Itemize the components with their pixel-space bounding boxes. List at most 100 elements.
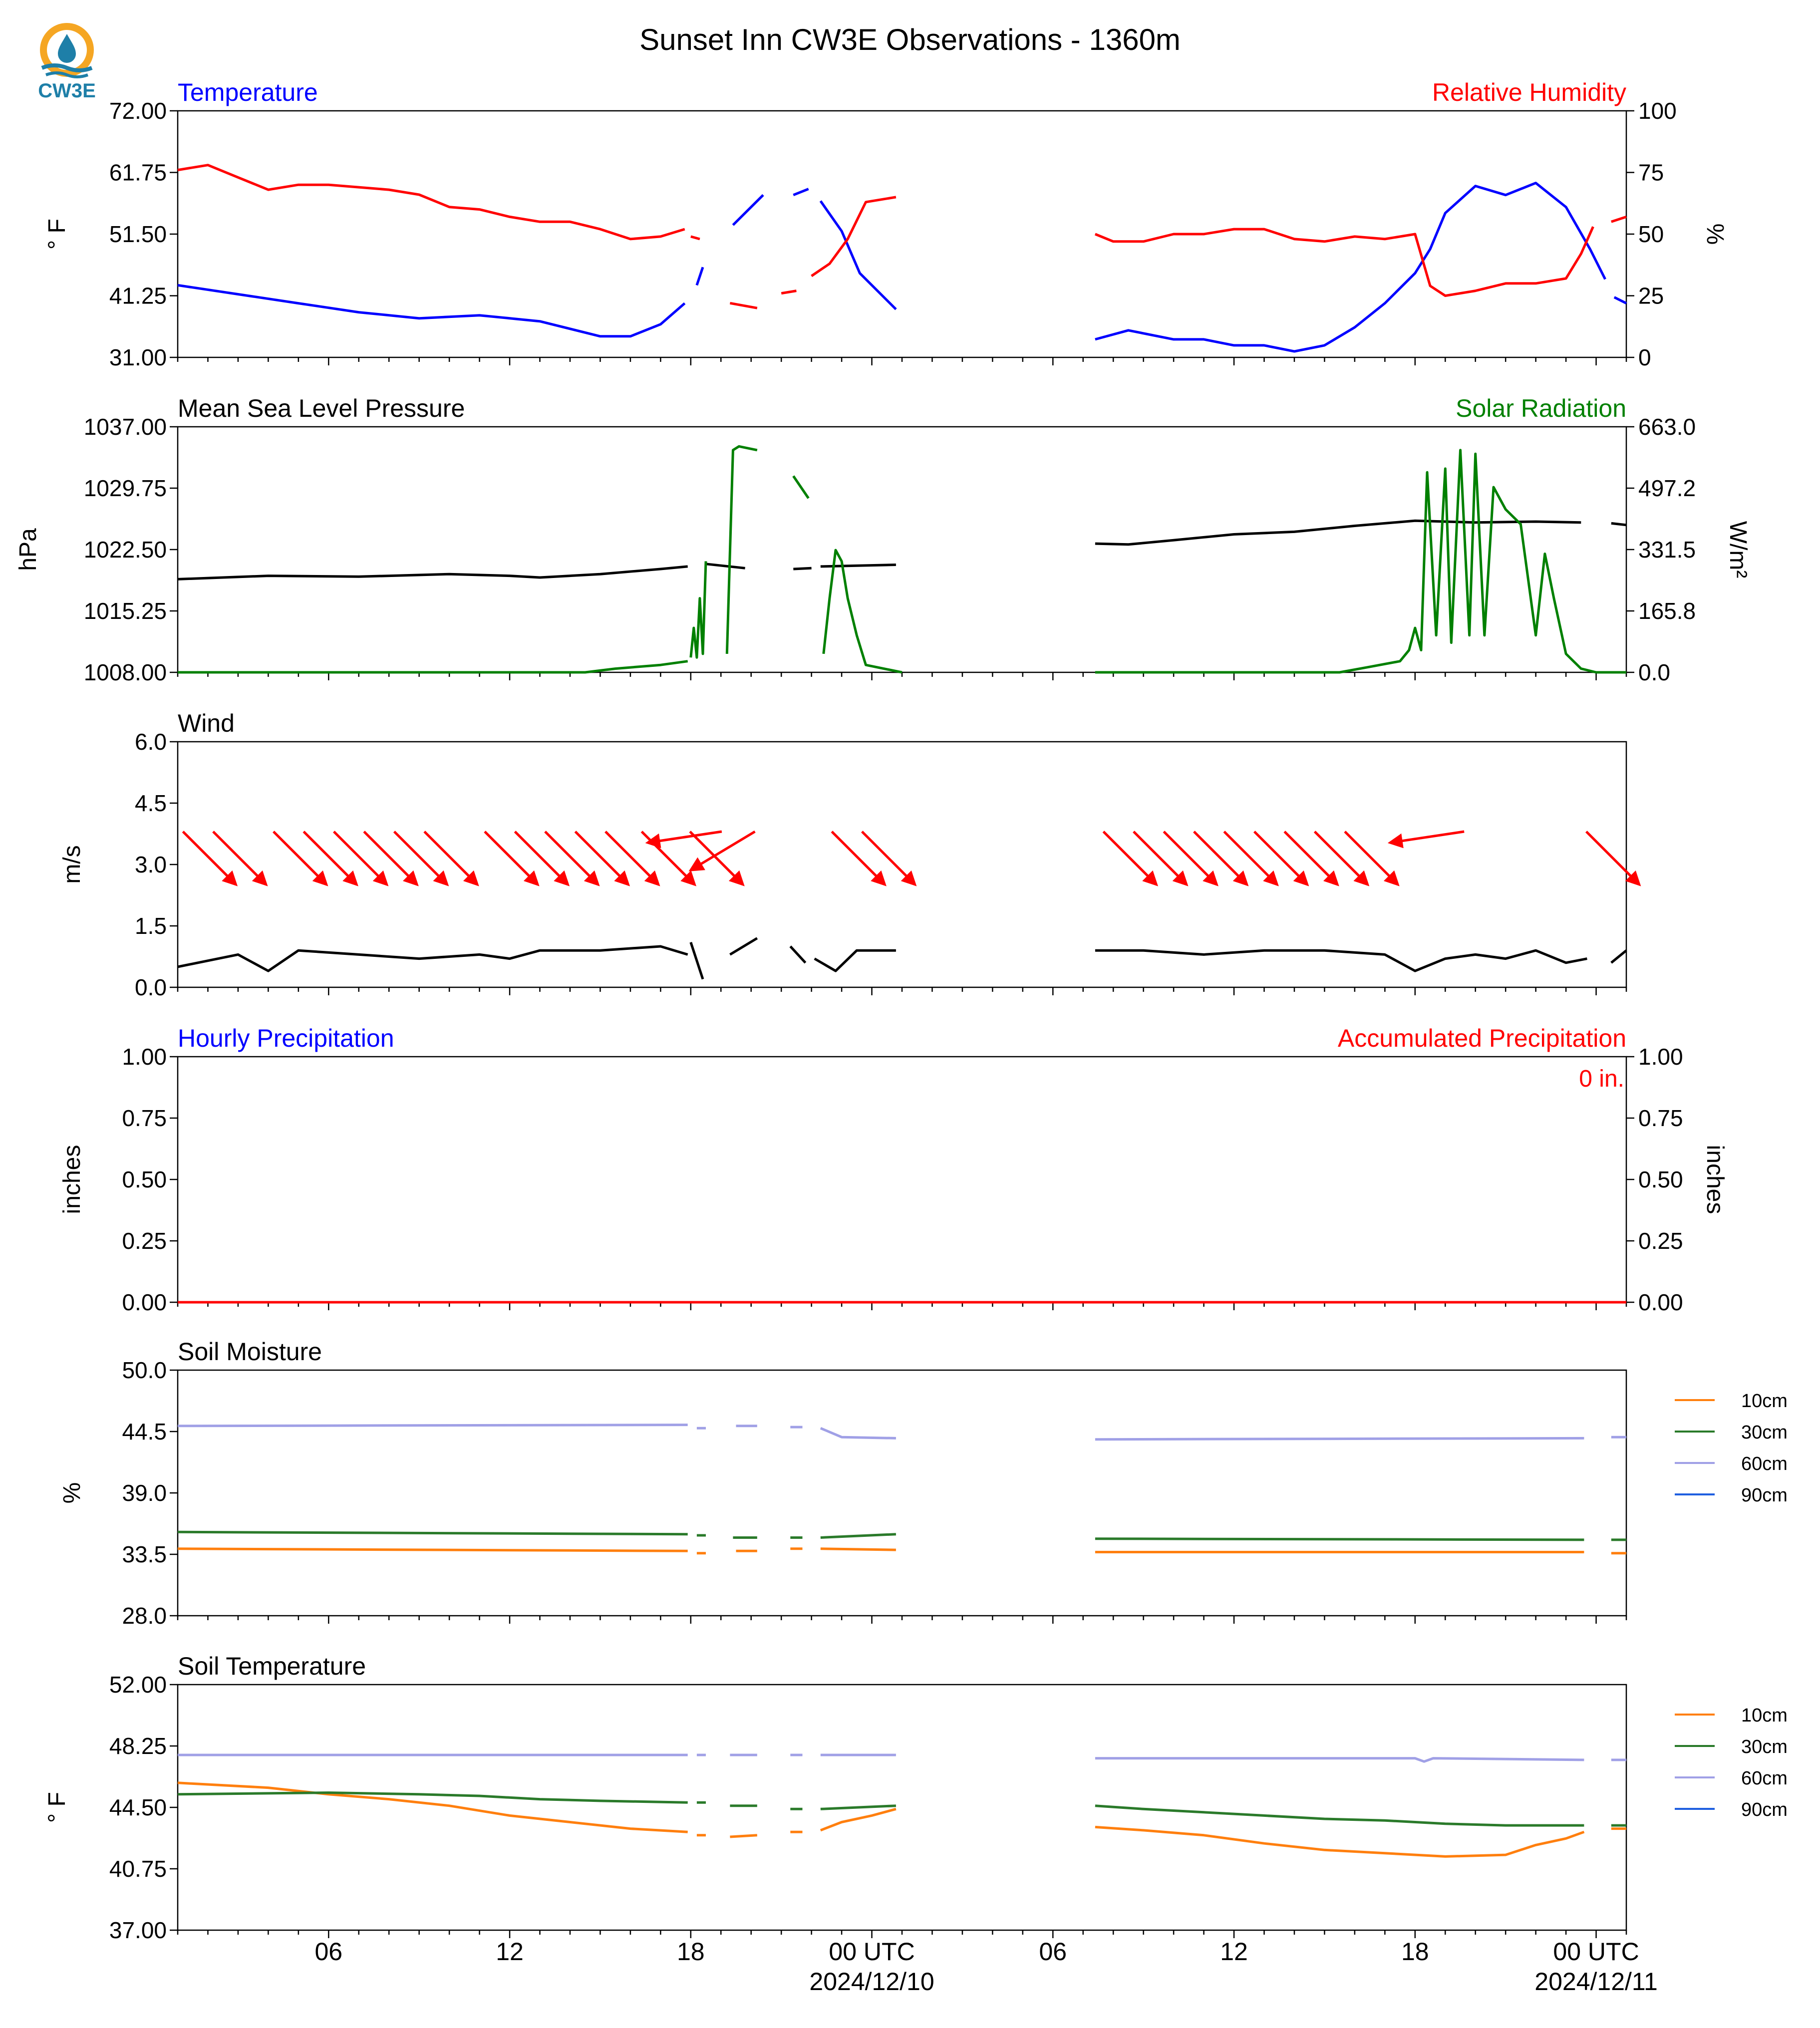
temp-line-segment xyxy=(695,267,704,286)
soilm-series-30cm xyxy=(177,1530,1626,1541)
wind-arrow xyxy=(273,831,328,886)
pressure-line-segment xyxy=(822,549,903,674)
cw3e-logo-mark xyxy=(40,23,94,78)
pressure-line-segment xyxy=(1611,522,1627,527)
wind-y-tick-label: 1.5 xyxy=(135,913,167,939)
soilm-line-segment xyxy=(177,1530,688,1536)
pressure-series-solar-radiation xyxy=(178,445,1626,674)
temp-right-title: Relative Humidity xyxy=(1432,78,1626,106)
wind-line-segment xyxy=(789,945,807,964)
soilm-legend-label: 60cm xyxy=(1741,1453,1788,1474)
temp-y-label: ° F xyxy=(44,219,70,250)
pressure-y-right-tick-label: 497.2 xyxy=(1638,475,1696,501)
temp-line-segment xyxy=(1094,226,1594,297)
wind-line-segment xyxy=(689,942,704,980)
temp-y-tick-label: 31.00 xyxy=(109,344,167,370)
precip-y-right-tick-label: 1.00 xyxy=(1638,1044,1683,1070)
x-tick-date-label: 2024/12/10 xyxy=(809,1968,934,1996)
soilt-line-segment xyxy=(730,1834,757,1838)
soilm-y-tick-label: 28.0 xyxy=(122,1603,167,1629)
soilm-y-tick-label: 50.0 xyxy=(122,1357,167,1383)
wind-arrow xyxy=(688,830,756,871)
pressure-y-right-label: W/m² xyxy=(1725,521,1751,579)
pressure-y-right-tick-label: 331.5 xyxy=(1638,537,1696,563)
x-tick-label: 00 UTC xyxy=(829,1938,914,1966)
temp-line-segment xyxy=(811,196,897,278)
soilm-legend-label: 30cm xyxy=(1741,1422,1788,1443)
precip-y-right-tick-label: 0.25 xyxy=(1638,1228,1683,1254)
soilm-series-10cm xyxy=(177,1547,1626,1555)
soilm-y-label: % xyxy=(59,1482,85,1504)
wind-arrow xyxy=(1253,831,1309,886)
pressure-y-right-tick-label: 165.8 xyxy=(1638,598,1696,624)
soilm-y-tick-label: 33.5 xyxy=(122,1541,167,1567)
figure-title: Sunset Inn CW3E Observations - 1360m xyxy=(639,23,1181,56)
wind-left-title: Wind xyxy=(178,709,235,737)
temp-series-temperature xyxy=(177,182,1627,353)
soilt-line-segment xyxy=(1095,1757,1584,1763)
x-tick-label: 06 xyxy=(1039,1938,1067,1966)
soilt-panel xyxy=(170,1684,1715,1938)
temp-line-segment xyxy=(690,235,700,241)
soilm-panel xyxy=(170,1369,1715,1624)
temp-y-tick-label: 51.50 xyxy=(109,221,167,247)
wind-arrow xyxy=(423,831,479,886)
wind-frame xyxy=(177,741,1627,988)
soilm-line-segment xyxy=(177,1547,688,1552)
pressure-y-tick-label: 1037.00 xyxy=(84,414,167,440)
x-tick-label: 12 xyxy=(496,1938,524,1966)
wind-y-tick-label: 0.0 xyxy=(135,974,167,1000)
soilm-left-title: Soil Moisture xyxy=(178,1338,322,1366)
temp-y-tick-label: 61.75 xyxy=(109,160,167,186)
soilm-legend-label: 90cm xyxy=(1741,1485,1788,1506)
temp-line-segment xyxy=(1095,182,1606,353)
wind-arrow xyxy=(605,831,660,886)
soilm-line-segment xyxy=(1095,1437,1584,1441)
soilt-y-label: ° F xyxy=(44,1792,70,1823)
temp-line-segment xyxy=(793,188,809,197)
wind-arrow xyxy=(182,831,238,886)
x-tick-date-label: 2024/12/11 xyxy=(1534,1968,1658,1996)
temp-series-relative-humidity xyxy=(177,164,1627,309)
wind-arrow xyxy=(1193,831,1249,886)
pressure-frame xyxy=(177,426,1627,673)
soilm-line-segment xyxy=(820,1427,896,1440)
wind-y-tick-label: 3.0 xyxy=(135,852,167,877)
soilt-left-title: Soil Temperature xyxy=(178,1652,366,1680)
precip-panel xyxy=(170,1056,1634,1310)
soilt-frame xyxy=(177,1684,1627,1931)
temp-line-segment xyxy=(1611,216,1627,223)
soilm-series-60cm xyxy=(177,1424,1626,1441)
soilm-line-segment xyxy=(820,1533,897,1539)
precip-y-tick-label: 0.75 xyxy=(122,1105,167,1131)
pressure-line-segment xyxy=(178,660,688,674)
wind-line-segment xyxy=(1610,949,1627,964)
pressure-y-label: hPa xyxy=(15,528,41,571)
precip-y-tick-label: 0.00 xyxy=(122,1289,167,1315)
soilm-frame xyxy=(177,1369,1627,1617)
wind-arrow xyxy=(1344,831,1400,886)
precip-y-label: inches xyxy=(59,1145,85,1214)
pressure-line-segment xyxy=(792,475,810,499)
precip-frame xyxy=(177,1056,1627,1303)
wind-arrow xyxy=(1163,831,1218,886)
soilm-y-tick-label: 44.5 xyxy=(122,1419,167,1445)
soilt-line-segment xyxy=(1095,1825,1585,1858)
wind-arrow xyxy=(393,831,449,886)
wind-panel xyxy=(170,741,1627,995)
wind-arrow xyxy=(1387,830,1465,849)
x-tick-label: 12 xyxy=(1220,1938,1248,1966)
wind-arrow xyxy=(514,831,570,886)
pressure-panel xyxy=(170,426,1634,680)
soilt-legend-label: 10cm xyxy=(1741,1705,1788,1726)
pressure-y-tick-label: 1029.75 xyxy=(84,475,167,501)
pressure-series-mean-sea-level-pressure xyxy=(177,519,1627,580)
temp-y-right-tick-label: 0 xyxy=(1638,344,1651,370)
wind-arrow xyxy=(484,831,540,886)
pressure-line-segment xyxy=(1095,449,1626,674)
temp-y-tick-label: 41.25 xyxy=(109,283,167,309)
pressure-line-segment xyxy=(705,563,745,570)
soilm-line-segment xyxy=(1095,1537,1584,1541)
pressure-y-tick-label: 1022.50 xyxy=(84,537,167,563)
